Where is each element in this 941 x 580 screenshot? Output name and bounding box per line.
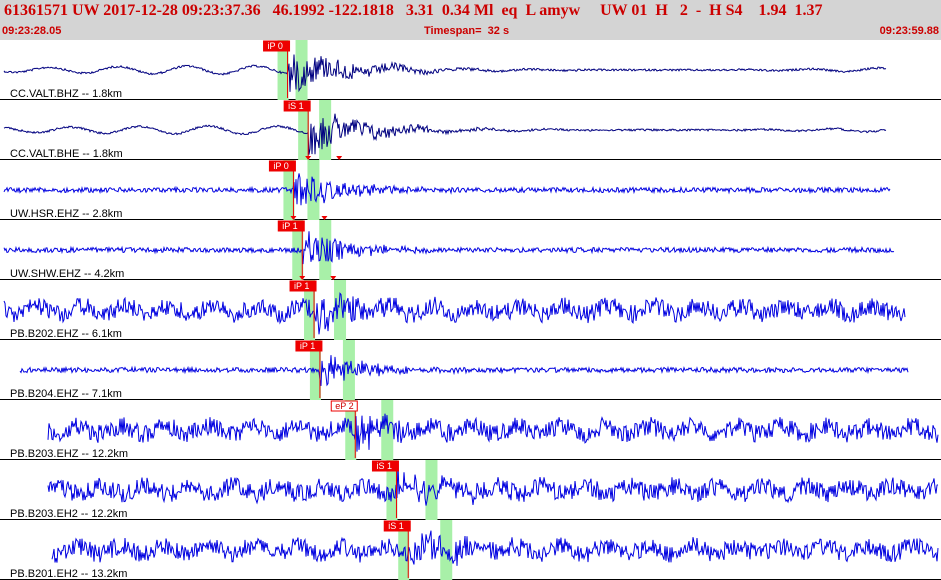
station-label: UW.HSR.EHZ -- 2.8km	[10, 208, 122, 220]
arrival-marker	[305, 156, 312, 160]
station-label: CC.VALT.BHZ -- 1.8km	[10, 88, 122, 100]
event-header: 61361571 UW 2017-12-28 09:23:37.36 46.19…	[0, 0, 941, 40]
station-label: UW.SHW.EHZ -- 4.2km	[10, 268, 124, 280]
pick-flag[interactable]	[295, 340, 323, 352]
seismogram-panel[interactable]: CC.VALT.BHZ -- 1.8km iP 0 CC.VALT.BHE -- 1…	[0, 40, 941, 580]
pick-flag[interactable]	[371, 460, 399, 472]
pick-flag[interactable]	[263, 40, 291, 52]
p-window	[277, 40, 289, 100]
pick-label: iP 1	[300, 341, 315, 351]
arrival-marker	[290, 216, 297, 220]
waveform-trace	[51, 530, 939, 566]
waveform-trace	[47, 413, 939, 452]
p-window	[298, 100, 310, 160]
s-window	[381, 400, 394, 460]
waveform-trace	[3, 173, 891, 206]
waveform-trace	[3, 292, 906, 335]
pick-label: iS 1	[288, 101, 304, 111]
pick-flag[interactable]	[289, 280, 317, 292]
station-label: PB.B201.EH2 -- 13.2km	[10, 568, 127, 580]
pick-flag[interactable]	[283, 100, 311, 112]
station-label: PB.B202.EHZ -- 6.1km	[10, 328, 122, 340]
arrival-marker	[299, 276, 306, 280]
s-window	[319, 220, 332, 280]
pick-flag[interactable]	[277, 220, 305, 232]
p-window	[345, 400, 357, 460]
pick-label: iP 0	[268, 41, 283, 51]
start-time: 09:23:28.05	[2, 25, 62, 37]
timespan-label: Timespan= 32 s	[424, 25, 510, 37]
end-time: 09:23:59.88	[879, 25, 939, 37]
event-summary: 61361571 UW 2017-12-28 09:23:37.36 46.19…	[4, 2, 823, 19]
s-window	[440, 520, 453, 580]
pick-flag[interactable]	[383, 520, 411, 532]
pick-flag[interactable]	[330, 400, 358, 412]
arrival-marker	[330, 276, 337, 280]
arrival-marker	[321, 216, 328, 220]
p-window	[309, 340, 321, 400]
s-window	[334, 280, 347, 340]
arrival-marker	[336, 156, 343, 160]
waveform-trace	[3, 54, 887, 93]
pick-label: iS 1	[376, 461, 392, 471]
pick-label: iP 0	[273, 161, 288, 171]
s-window	[307, 160, 320, 220]
waveform-trace	[3, 231, 895, 265]
waveform-trace	[3, 113, 887, 155]
waveform-trace	[47, 463, 939, 506]
station-label: PB.B204.EHZ -- 7.1km	[10, 388, 122, 400]
s-window	[425, 460, 438, 520]
pick-label: iP 1	[294, 281, 309, 291]
station-label: PB.B203.EHZ -- 12.2km	[10, 448, 128, 460]
station-label: CC.VALT.BHE -- 1.8km	[10, 148, 123, 160]
station-label: PB.B203.EH2 -- 12.2km	[10, 508, 127, 520]
pick-label: iS 1	[388, 521, 404, 531]
pick-flag[interactable]	[268, 160, 296, 172]
pick-label: eP 2	[335, 401, 353, 411]
pick-label: iP 1	[282, 221, 297, 231]
waveform-trace	[19, 355, 909, 387]
